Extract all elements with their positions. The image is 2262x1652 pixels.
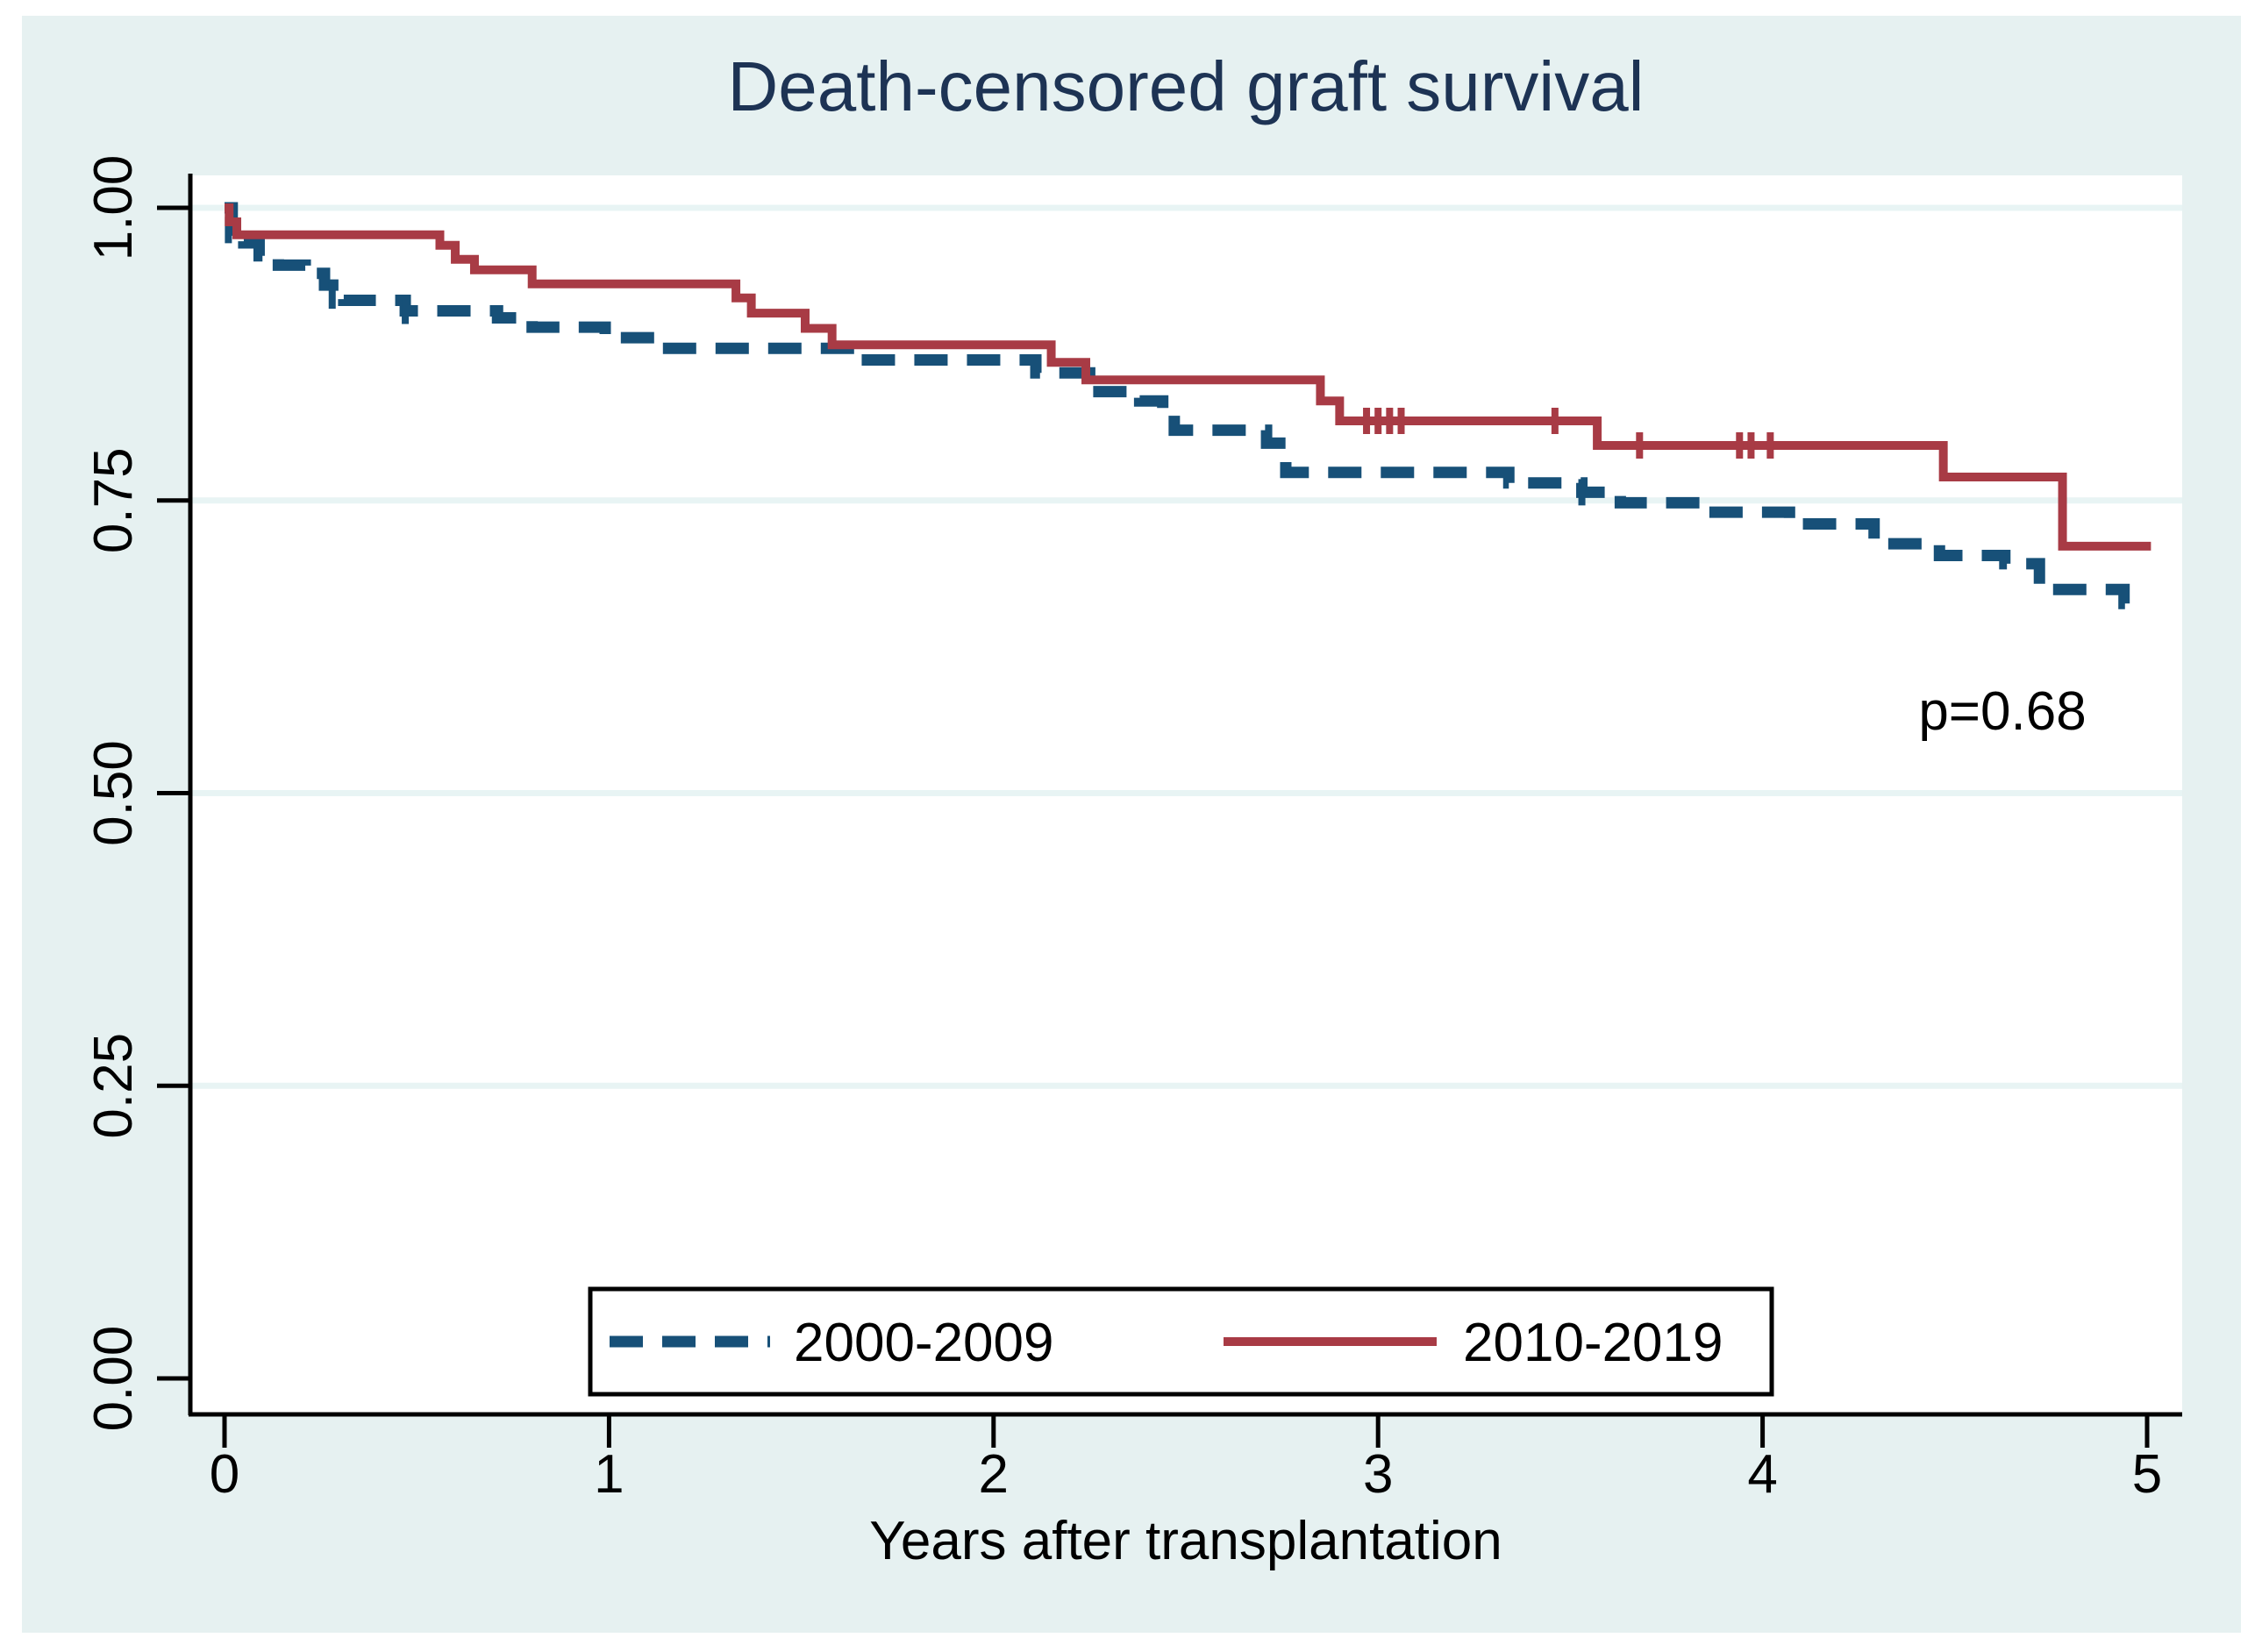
y-tick-label: 0.25 <box>83 1033 144 1139</box>
x-tick-label: 5 <box>2132 1444 2162 1505</box>
x-tick-label: 3 <box>1363 1444 1393 1505</box>
x-axis-title: Years after transplantation <box>869 1511 1502 1571</box>
gridlines <box>189 204 2182 1089</box>
x-tick-label: 4 <box>1747 1444 1777 1505</box>
y-tick-label: 0.75 <box>83 447 144 553</box>
legend: 2000-2009 2010-2019 <box>588 1286 1774 1397</box>
curve-2000-2009 <box>225 202 2136 609</box>
chart-title: Death-censored graft survival <box>728 47 1645 125</box>
y-tick-label: 0.50 <box>83 740 144 846</box>
legend-box <box>588 1286 1774 1397</box>
survival-curves <box>225 202 2151 609</box>
legend-label-2000-2009: 2000-2009 <box>794 1313 1054 1373</box>
x-tick-label: 1 <box>594 1444 624 1505</box>
x-axis-ticks: 0 1 2 3 4 5 <box>210 1414 2162 1505</box>
y-tick-label: 0.00 <box>83 1326 144 1432</box>
p-value-annotation: p=0.68 <box>1918 681 2086 742</box>
y-axis-ticks: 0.00 0.25 0.50 0.75 1.00 <box>83 155 190 1432</box>
curve-2010-2019 <box>225 203 2151 551</box>
x-tick-label: 0 <box>210 1444 239 1505</box>
y-tick-label: 1.00 <box>83 155 144 261</box>
legend-label-2010-2019: 2010-2019 <box>1463 1313 1723 1373</box>
x-tick-label: 2 <box>979 1444 1009 1505</box>
